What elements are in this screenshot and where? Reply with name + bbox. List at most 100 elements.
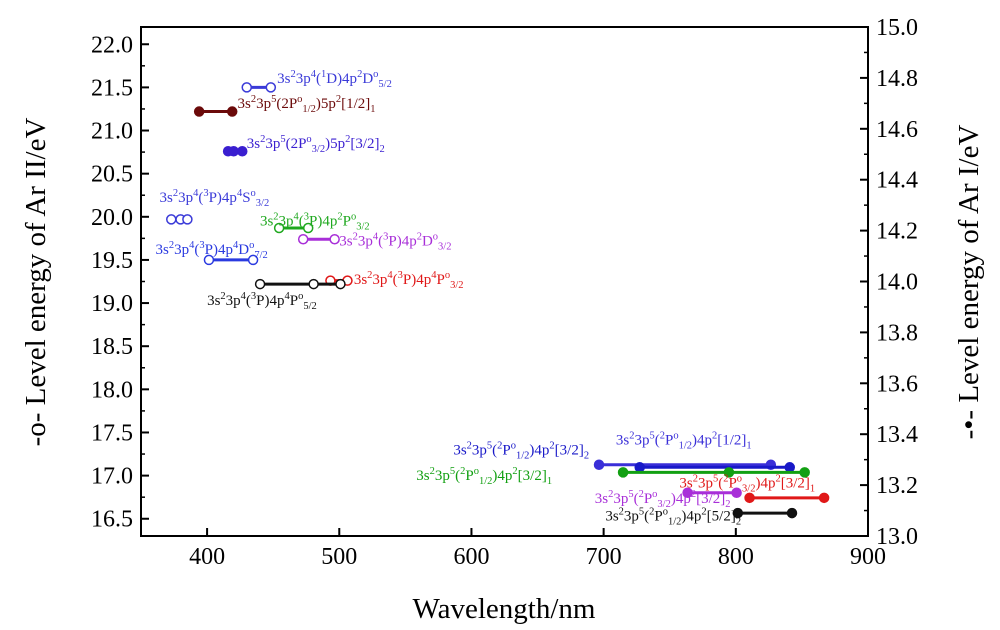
label-part: 4 — [431, 270, 437, 281]
label-part: 4 — [373, 231, 379, 242]
label-part: o — [251, 188, 256, 199]
label-part: 3/2 — [256, 198, 269, 209]
label-part: [5/2] — [707, 509, 736, 525]
series-layer — [166, 82, 830, 519]
label-part: 3 — [251, 291, 256, 302]
label-part: [3/2] — [350, 136, 379, 152]
label-part: 3/2 — [742, 484, 755, 495]
data-point — [226, 106, 238, 117]
label-part: 2 — [723, 474, 728, 485]
data-point — [193, 106, 205, 117]
data-point — [784, 462, 795, 473]
label-part: )4p — [681, 509, 701, 525]
label-part: 3s — [605, 509, 619, 525]
series-label: 3s23p4(3P)4p4Po5/2 — [207, 291, 317, 312]
series-label: 3s23p4(3P)4p4Do7/2 — [156, 240, 268, 261]
label-part: 2 — [497, 441, 502, 452]
data-point — [335, 278, 346, 290]
label-part: 1/2 — [668, 517, 681, 528]
label-part: o — [663, 507, 668, 518]
label-part: o — [373, 69, 378, 80]
label-part: D)4p — [326, 71, 357, 87]
label-part: o — [445, 270, 450, 281]
label-part: o — [351, 211, 356, 222]
label-part: P — [290, 293, 298, 309]
label-part: P)4p — [205, 242, 233, 258]
data-point — [723, 467, 735, 478]
label-part: [1/2] — [717, 432, 746, 448]
label-part: 3s — [679, 476, 693, 492]
label-part: 5/2 — [378, 79, 391, 90]
label-part: 3p — [358, 233, 373, 249]
label-part: 1/2 — [516, 451, 529, 462]
label-part: 3p — [698, 476, 713, 492]
label-part: 4 — [237, 188, 243, 199]
label-part: 2 — [273, 211, 278, 222]
series-group — [732, 507, 798, 519]
label-part: 2 — [380, 144, 385, 155]
label-part: 1 — [547, 476, 552, 487]
label-part: 2 — [220, 291, 225, 302]
label-part: 3s — [354, 272, 368, 288]
series-group — [254, 278, 346, 290]
y-axis-left-title: -o- Level energy of Ar II/eV — [20, 118, 52, 447]
data-point — [634, 462, 645, 473]
label-part: o — [511, 441, 516, 452]
series-label: 3s23p5(2Po3/2)5p2[3/2]2 — [247, 134, 385, 155]
label-part: 2 — [629, 430, 634, 441]
series-label: 3s23p4(3P)4p2Po3/2 — [260, 211, 370, 232]
series-label: 3s23p5(2Po3/2)4p2[3/2]1 — [679, 474, 815, 495]
label-part: o — [433, 231, 438, 242]
label-part: 3s — [595, 491, 609, 507]
y-right-tick-label: 13.0 — [876, 524, 918, 550]
label-part: 1/2 — [302, 104, 315, 115]
label-part: 1 — [321, 69, 326, 80]
data-point — [593, 459, 605, 470]
label-part: 4 — [189, 240, 195, 251]
data-point — [308, 278, 319, 290]
series-group — [744, 492, 830, 504]
label-part: (2P — [276, 96, 297, 112]
label-part: [3/2] — [696, 491, 725, 507]
label-part: 4 — [387, 270, 393, 281]
data-point — [744, 492, 755, 504]
label-part: 2 — [357, 69, 362, 80]
y-right-tick-label: 14.8 — [876, 66, 918, 92]
y-axis-right: 13.0 13.2 13.4 13.6 13.8 14.0 14.2 14.4 14.6 14.8… — [860, 15, 918, 550]
label-part: 4 — [311, 69, 317, 80]
label-part: o — [297, 94, 302, 105]
data-point — [818, 492, 830, 504]
y-left-tick-label: 18.5 — [91, 334, 133, 360]
label-part: )4p — [692, 432, 712, 448]
label-part: )4p — [492, 468, 512, 484]
y-right-tick-label: 15.0 — [876, 15, 918, 41]
data-point — [265, 82, 277, 93]
series-group — [166, 214, 193, 225]
label-part: 3p — [279, 213, 294, 229]
label-part: P)4p — [256, 293, 284, 309]
label-part: 5 — [713, 474, 718, 485]
label-part: o — [652, 489, 657, 500]
y-right-tick-label: 13.6 — [876, 371, 918, 397]
y-left-tick-label: 19.0 — [91, 291, 133, 317]
label-part: ( — [299, 213, 304, 229]
label-part: ( — [655, 432, 660, 448]
y-right-tick-label: 13.2 — [876, 473, 918, 499]
series-label: 3s23p4(1D)4p2Do5/2 — [277, 69, 392, 90]
label-part: 2 — [691, 489, 696, 500]
y-left-tick-label: 19.5 — [91, 248, 133, 274]
x-axis-title: Wavelength/nm — [413, 593, 596, 625]
label-part: 2 — [467, 441, 472, 452]
label-part: 1 — [810, 484, 815, 495]
x-tick-label: 400 — [189, 544, 225, 570]
label-part: 1 — [746, 440, 751, 451]
label-part: 4 — [294, 211, 300, 222]
annotation-layer: 3s23p4(1D)4p2Do5/23s23p5(2Po1/2)5p2[1/2]… — [156, 69, 816, 528]
label-part: 3s — [160, 190, 174, 206]
series-label: 3s23p4(3P)4p4Po3/2 — [354, 270, 464, 291]
label-part: o — [737, 474, 742, 485]
label-part: 5 — [639, 507, 644, 518]
label-part: 2 — [619, 507, 624, 518]
data-point — [682, 487, 693, 498]
label-part: 3s — [207, 293, 221, 309]
